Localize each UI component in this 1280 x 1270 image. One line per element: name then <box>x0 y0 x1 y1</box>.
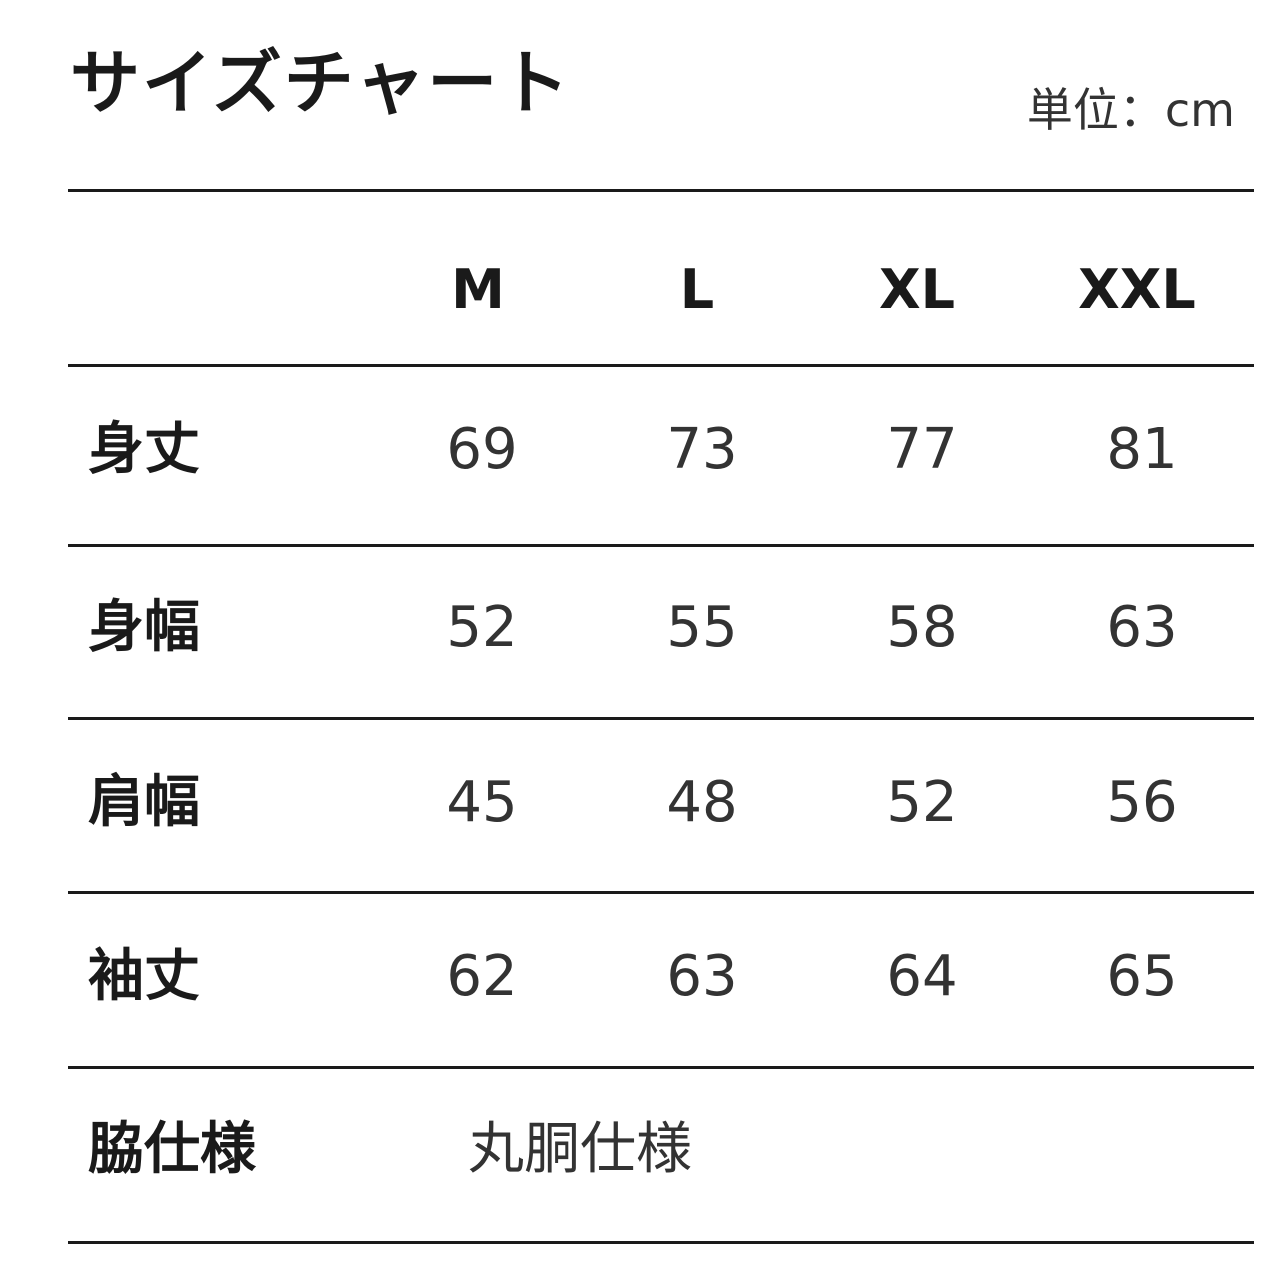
size-header-xl: XL <box>878 258 956 321</box>
table-cell: 81 <box>1106 417 1178 482</box>
table-cell: 62 <box>446 944 518 1009</box>
table-cell: 58 <box>886 595 958 660</box>
side-spec-value: 丸胴仕様 <box>468 1117 692 1182</box>
table-cell: 56 <box>1106 770 1178 835</box>
size-header-xxl: XXL <box>1078 258 1196 321</box>
table-cell: 65 <box>1106 944 1178 1009</box>
page-title: サイズチャート <box>70 42 572 124</box>
table-cell: 77 <box>886 417 958 482</box>
table-cell: 48 <box>666 770 738 835</box>
table-cell: 64 <box>886 944 958 1009</box>
table-cell: 52 <box>446 595 518 660</box>
table-divider <box>68 717 1254 720</box>
table-divider <box>68 544 1254 547</box>
table-cell: 73 <box>666 417 738 482</box>
table-divider <box>68 189 1254 192</box>
row-label: 身丈 <box>88 417 200 482</box>
size-header-l: L <box>679 258 715 321</box>
row-label: 袖丈 <box>88 944 200 1009</box>
table-divider <box>68 891 1254 894</box>
table-cell: 52 <box>886 770 958 835</box>
size-header-m: M <box>451 258 505 321</box>
table-divider <box>68 1241 1254 1244</box>
table-cell: 63 <box>666 944 738 1009</box>
unit-label: 単位：cm <box>1026 83 1235 137</box>
row-label: 脇仕様 <box>88 1117 256 1182</box>
row-label: 身幅 <box>88 595 200 660</box>
table-cell: 69 <box>446 417 518 482</box>
table-cell: 55 <box>666 595 738 660</box>
row-label: 肩幅 <box>88 770 200 835</box>
table-divider <box>68 1066 1254 1069</box>
table-divider <box>68 364 1254 367</box>
table-cell: 45 <box>446 770 518 835</box>
table-cell: 63 <box>1106 595 1178 660</box>
